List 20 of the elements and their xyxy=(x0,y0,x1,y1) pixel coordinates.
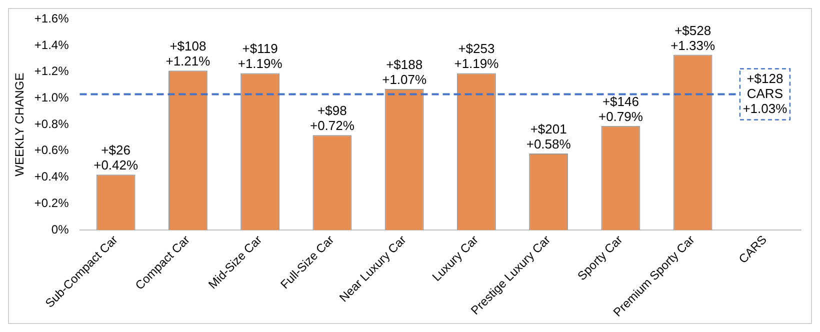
y-tick-label: +0.8% xyxy=(34,116,70,131)
y-tick-label: +1.2% xyxy=(34,64,70,78)
y-tick-label: +1.4% xyxy=(34,38,70,52)
data-label: +$253 +1.19% xyxy=(454,41,500,72)
y-tick-label: +1.0% xyxy=(34,90,70,105)
ref-line-label: +$128 CARS +1.03% xyxy=(742,70,788,116)
y-tick-label: +1.6% xyxy=(34,12,70,26)
data-label: +$146 +0.79% xyxy=(598,94,644,124)
y-tick-label: +0.4% xyxy=(34,170,70,184)
y-axis-title: WEEKLY CHANGE xyxy=(12,72,27,176)
data-label: +$119 +1.19% xyxy=(238,41,283,72)
data-label: +$188 +1.07% xyxy=(382,57,427,88)
y-tick-label: 0% xyxy=(51,222,70,236)
y-tick-label: +0.6% xyxy=(34,143,70,158)
data-label: +$98 +0.72% xyxy=(310,103,355,134)
data-label: +$528 +1.33% xyxy=(670,22,716,53)
data-label: +$201 +0.58% xyxy=(526,122,572,152)
data-label: +$26 +0.42% xyxy=(94,142,138,173)
y-tick-label: +0.2% xyxy=(34,196,70,210)
data-label: +$108 +1.21% xyxy=(166,38,211,69)
